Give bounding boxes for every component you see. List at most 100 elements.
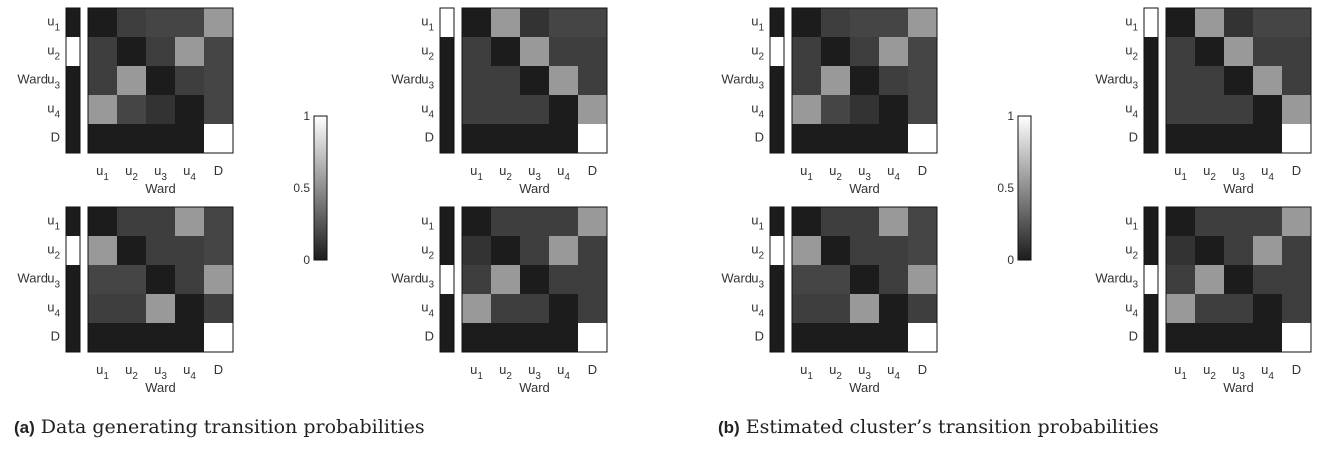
heatmap-cell [850, 207, 879, 236]
heatmap-cell [549, 37, 578, 66]
heatmap-panel-a-2: u1 u2 u3 u4 D Ward u1 u2 u3 u4 D Ward [17, 206, 234, 395]
heatmap-cell [821, 236, 850, 265]
heatmap-cell [1195, 236, 1224, 265]
col-tick-label: D [588, 163, 597, 178]
colorbar-gradient [1017, 115, 1032, 261]
heatmap-cell [821, 207, 850, 236]
heatmap-cell [462, 95, 491, 124]
col-tick-label: u2 [1203, 362, 1216, 382]
heatmap-cell [1224, 236, 1253, 265]
heatmap-cell [549, 294, 578, 323]
heatmap-panel-b-5: u1 u2 u3 u4 D Ward u1 u2 u3 u4 D Ward [1095, 7, 1312, 196]
heatmap-cell [175, 265, 204, 294]
heatmap-cell [520, 323, 549, 352]
heatmap-cell [1253, 8, 1282, 37]
heatmap-cell [821, 37, 850, 66]
col-tick-label: u2 [499, 362, 512, 382]
heatmap-panel-a-3: u1 u2 u3 u4 D Ward u1 u2 u3 u4 D Ward [391, 206, 608, 395]
heatmap-cell [1195, 66, 1224, 95]
heatmap-cell [549, 207, 578, 236]
heatmap-cell [549, 66, 578, 95]
row-tick-label: D [755, 130, 764, 145]
initial-cell [770, 236, 784, 265]
heatmap-cell [850, 8, 879, 37]
initial-cell [440, 323, 454, 352]
heatmap-cell [146, 124, 175, 153]
initial-frame [769, 206, 785, 353]
row-tick-label: u2 [421, 43, 434, 63]
row-tick-label: u2 [421, 242, 434, 262]
colorbar-tick-label: 0 [1007, 253, 1014, 267]
heatmap-frame [1165, 206, 1312, 353]
initial-cell [66, 95, 80, 124]
y-axis-label: Ward [721, 72, 752, 87]
heatmap-cell [204, 207, 233, 236]
initial-frame [439, 7, 455, 154]
caption-a-text: Data generating transition probabilities [40, 416, 425, 438]
heatmap-panel-a-0: u1 u2 u3 u4 D Ward u1 u2 u3 u4 D Ward [17, 7, 234, 196]
heatmap-cell [850, 95, 879, 124]
heatmap-cell [88, 323, 117, 352]
heatmap-cell [117, 294, 146, 323]
col-tick-label: D [1292, 163, 1301, 178]
row-tick-label: u4 [1125, 300, 1138, 320]
heatmap-cell [1166, 95, 1195, 124]
heatmap-cell [908, 37, 937, 66]
col-tick-label: u3 [1232, 362, 1245, 382]
heatmap-cell [491, 294, 520, 323]
heatmap-cell [462, 294, 491, 323]
initial-cell [770, 265, 784, 294]
row-tick-label: u3 [47, 271, 60, 291]
heatmap-cell [204, 323, 233, 352]
col-tick-label: u4 [1261, 362, 1274, 382]
colorbar-a: 10.50 [293, 109, 328, 267]
col-tick-label: D [214, 163, 223, 178]
initial-cell [66, 66, 80, 95]
heatmap-cell [879, 265, 908, 294]
heatmap-cell [146, 8, 175, 37]
heatmap-cell [88, 37, 117, 66]
heatmap-cell [908, 66, 937, 95]
heatmap-cell [879, 236, 908, 265]
y-axis-label: Ward [391, 72, 422, 87]
heatmap-cell [879, 294, 908, 323]
heatmap-cell [792, 323, 821, 352]
heatmap-cell [204, 236, 233, 265]
caption-b: (b) Estimated cluster’s transition probab… [718, 416, 1159, 438]
initial-cell [440, 95, 454, 124]
row-tick-label: D [755, 329, 764, 344]
heatmap-cell [462, 265, 491, 294]
heatmap-cell [1253, 37, 1282, 66]
col-tick-label: D [1292, 362, 1301, 377]
y-axis-label: Ward [1095, 72, 1126, 87]
heatmap-cell [175, 66, 204, 95]
heatmap-cell [1195, 323, 1224, 352]
heatmap-frame [87, 206, 234, 353]
col-tick-label: u3 [154, 163, 167, 183]
col-tick-label: u4 [887, 163, 900, 183]
heatmap-cell [1282, 207, 1311, 236]
initial-cell [770, 8, 784, 37]
heatmap-cell [520, 124, 549, 153]
heatmap-frame [791, 7, 938, 154]
heatmap-cell [117, 37, 146, 66]
initial-cell [1144, 265, 1158, 294]
col-tick-label: u2 [125, 163, 138, 183]
heatmap-cell [146, 66, 175, 95]
row-tick-label: u2 [47, 43, 60, 63]
col-tick-label: u4 [183, 362, 196, 382]
heatmap-cell [520, 236, 549, 265]
heatmap-cell [792, 37, 821, 66]
heatmap-cell [1224, 265, 1253, 294]
heatmap-cell [1166, 8, 1195, 37]
heatmap-frame [461, 7, 608, 154]
heatmap-cell [175, 207, 204, 236]
row-tick-label: u3 [751, 72, 764, 92]
heatmap-cell [520, 95, 549, 124]
heatmap-cell [821, 95, 850, 124]
col-tick-label: D [918, 163, 927, 178]
heatmap-cell [821, 8, 850, 37]
heatmap-cell [520, 207, 549, 236]
heatmap-cell [462, 66, 491, 95]
